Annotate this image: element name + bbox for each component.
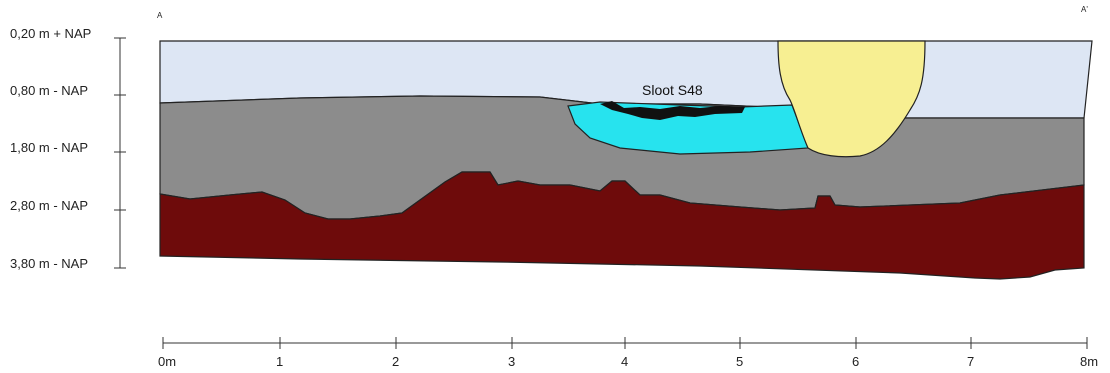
yellow-pit <box>777 40 926 158</box>
depth-axis: 0,20 m + NAP 0,80 m - NAP 1,80 m - NAP 2… <box>10 26 126 271</box>
scale-label: 0m <box>158 354 176 369</box>
profile-start-label: A <box>157 11 163 20</box>
scale-label: 8m <box>1080 354 1098 369</box>
depth-label: 0,20 m + NAP <box>10 26 91 41</box>
scale-bar: 0m 1 2 3 4 5 6 7 8m <box>158 337 1098 369</box>
ditch-dark-deposit <box>600 101 745 120</box>
depth-label: 1,80 m - NAP <box>10 140 88 155</box>
depth-label: 0,80 m - NAP <box>10 83 88 98</box>
scale-label: 2 <box>392 354 399 369</box>
scale-label: 6 <box>852 354 859 369</box>
scale-label: 3 <box>508 354 515 369</box>
brown-layer <box>159 171 1085 280</box>
scale-label: 1 <box>276 354 283 369</box>
profile-end-label: A' <box>1081 5 1088 14</box>
scale-label: 7 <box>967 354 974 369</box>
depth-label: 2,80 m - NAP <box>10 198 88 213</box>
ditch-fill <box>567 101 809 155</box>
scale-label: 4 <box>621 354 628 369</box>
depth-label: 3,80 m - NAP <box>10 256 88 271</box>
soil-layers <box>159 40 1093 280</box>
scale-label: 5 <box>736 354 743 369</box>
feature-label: Sloot S48 <box>642 82 703 98</box>
